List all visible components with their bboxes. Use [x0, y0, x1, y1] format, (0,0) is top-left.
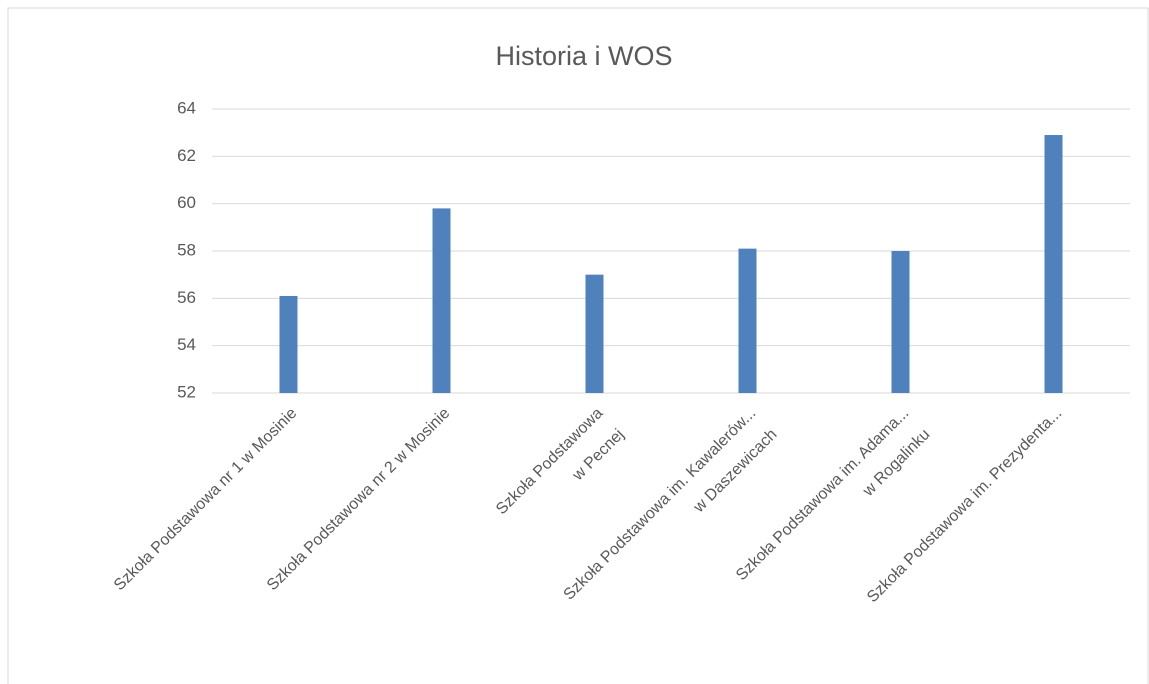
- bar: [891, 251, 910, 393]
- y-tick-label: 54: [177, 335, 196, 354]
- y-tick-label: 60: [177, 193, 196, 212]
- y-tick-label: 56: [177, 288, 196, 307]
- y-tick-label: 62: [177, 146, 196, 165]
- chart-title: Historia i WOS: [495, 41, 672, 71]
- y-tick-label: 58: [177, 240, 196, 259]
- y-tick-label: 64: [177, 98, 196, 117]
- bar: [432, 208, 451, 393]
- bar: [585, 274, 604, 393]
- bar: [1044, 135, 1063, 394]
- bar: [738, 248, 757, 393]
- bar: [279, 295, 298, 393]
- y-tick-label: 52: [177, 382, 196, 401]
